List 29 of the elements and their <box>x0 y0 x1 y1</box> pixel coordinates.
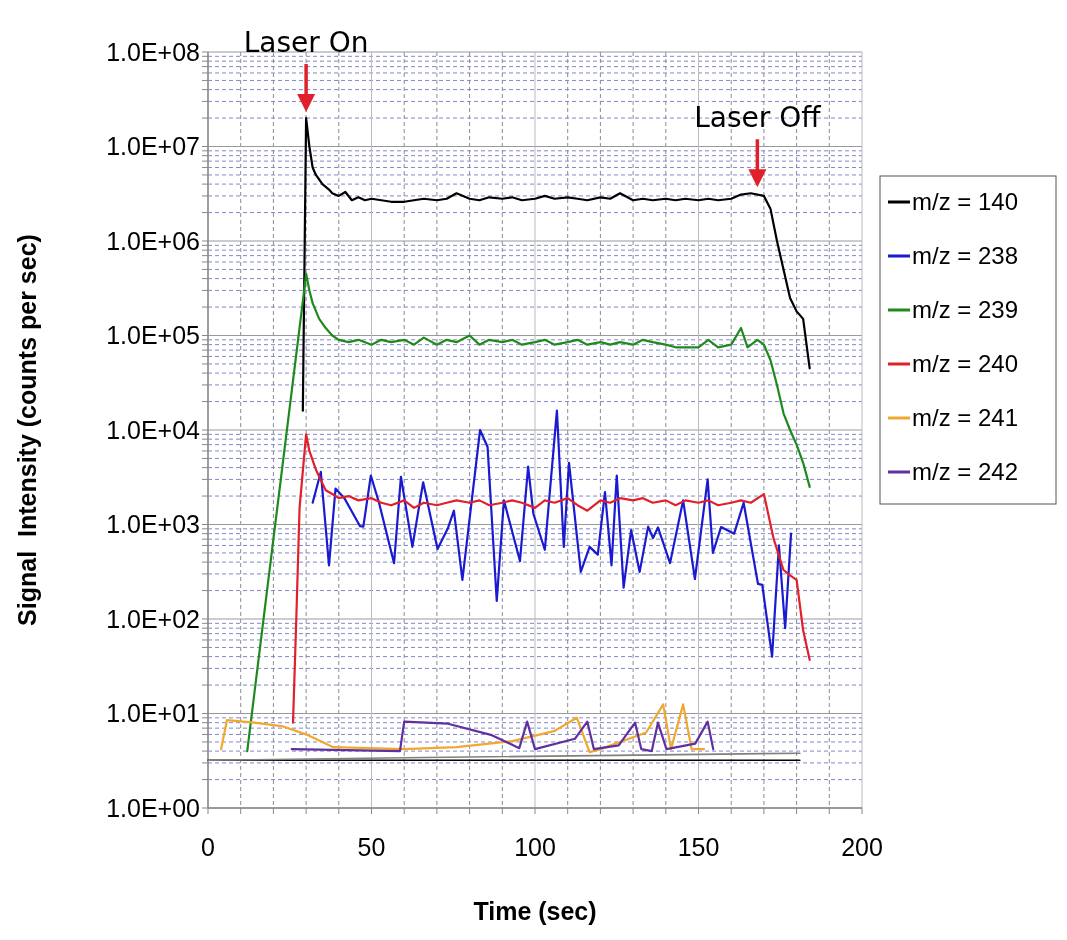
line-series <box>219 703 706 754</box>
line-series <box>246 272 811 753</box>
x-tick-label: 50 <box>357 833 386 861</box>
line-series <box>290 720 715 753</box>
line-series <box>311 409 793 658</box>
legend-label: m/z = 140 <box>912 188 1019 216</box>
legend-label: m/z = 242 <box>912 458 1019 486</box>
y-tick-label: 1.0E+06 <box>106 226 200 255</box>
legend-label: m/z = 240 <box>912 350 1019 378</box>
y-tick-label: 1.0E+04 <box>106 415 201 444</box>
x-axis-title: Time (sec) <box>473 897 597 925</box>
annotation: Laser Off <box>694 101 822 135</box>
line-series <box>291 433 811 724</box>
legend-label: m/z = 241 <box>912 404 1019 432</box>
y-tick-label: 1.0E+07 <box>106 132 200 161</box>
x-tick-label: 200 <box>841 833 883 861</box>
y-axis-title: Signal Intensity (counts per sec) <box>13 234 41 626</box>
x-tick-label: 100 <box>514 833 556 861</box>
annotation: Laser On <box>243 26 369 60</box>
legend-label: m/z = 238 <box>912 242 1019 270</box>
legend-label: m/z = 239 <box>912 296 1019 324</box>
y-tick-label: 1.0E+05 <box>106 321 200 350</box>
y-tick-label: 1.0E+01 <box>106 699 200 728</box>
y-tick-label: 1.0E+00 <box>106 793 200 822</box>
y-tick-label: 1.0E+03 <box>106 510 200 539</box>
y-tick-label: 1.0E+02 <box>106 604 200 633</box>
x-tick-label: 150 <box>677 833 720 861</box>
y-tick-label: 1.0E+08 <box>106 37 200 66</box>
x-tick-label: 0 <box>201 833 215 861</box>
